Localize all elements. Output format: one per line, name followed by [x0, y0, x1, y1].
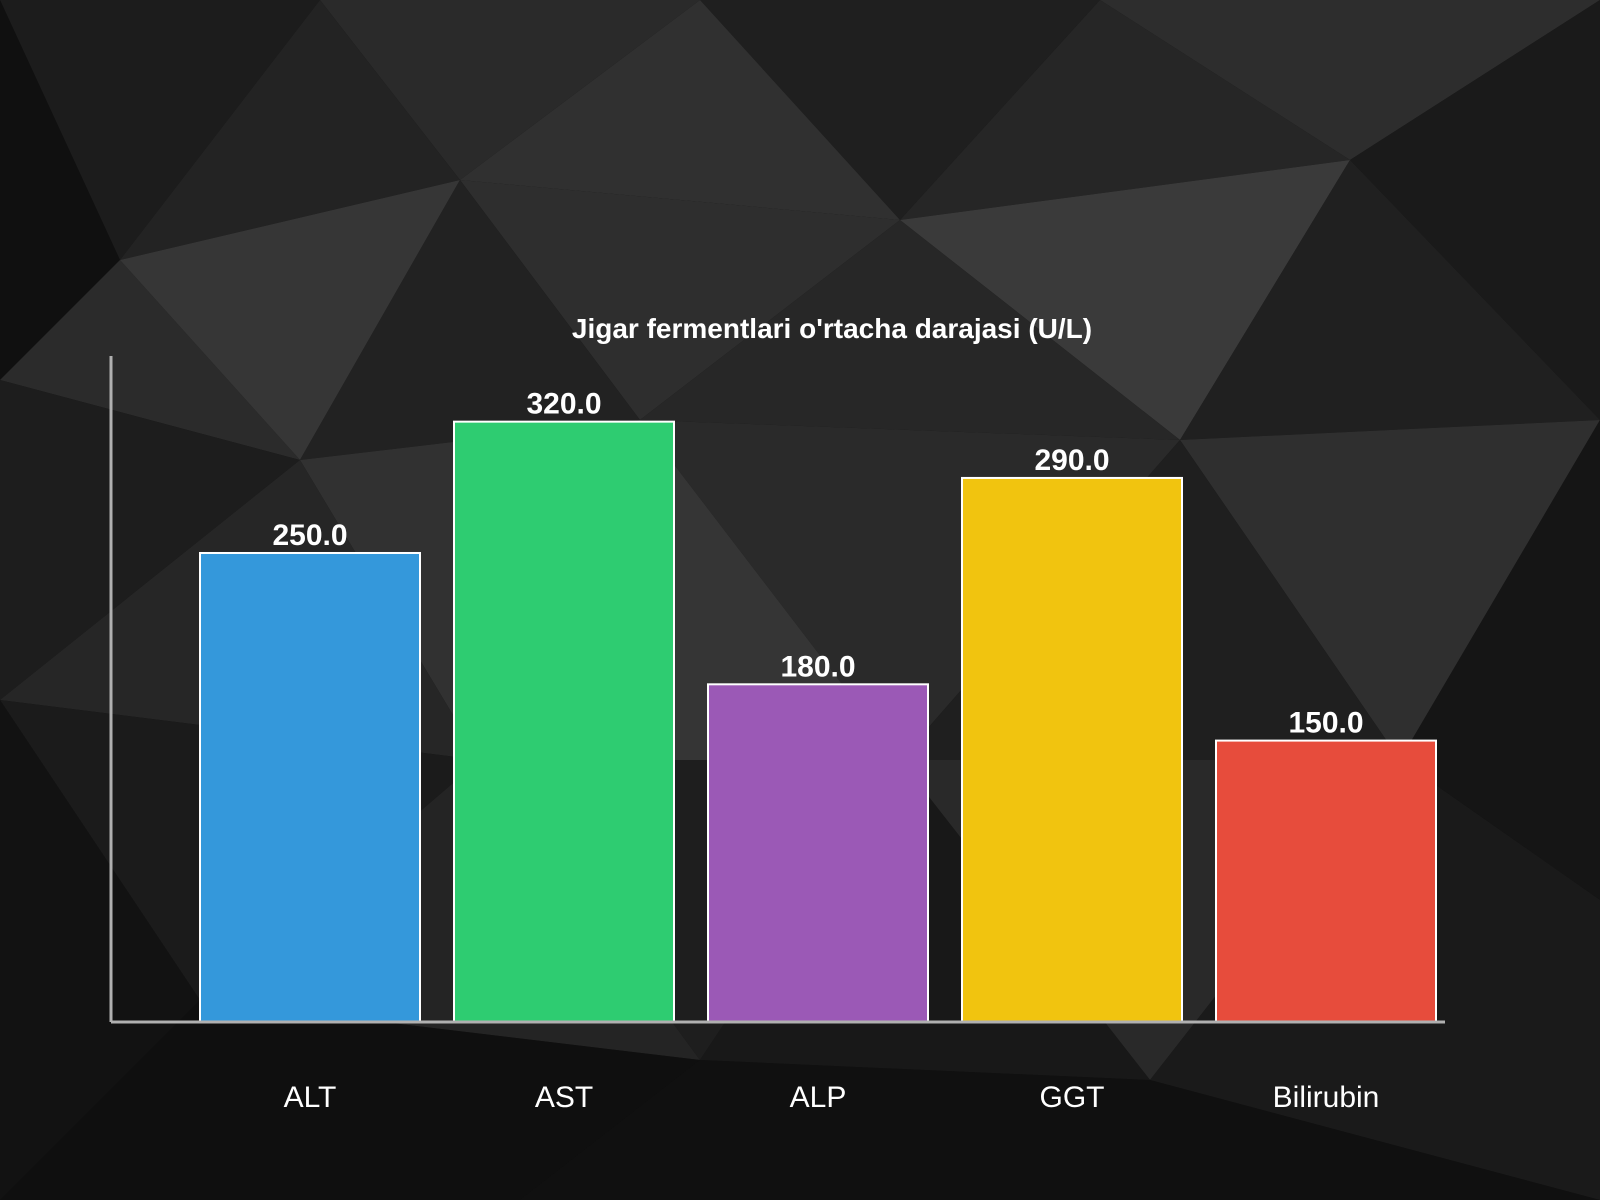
chart-title: Jigar fermentlari o'rtacha darajasi (U/L…: [572, 313, 1092, 344]
x-tick-label-alt: ALT: [284, 1081, 337, 1114]
x-tick-label-bilirubin: Bilirubin: [1273, 1081, 1380, 1114]
bar-ast: [453, 420, 675, 1023]
x-tick-labels-group: ALT AST ALP GGT Bilirubin: [284, 1081, 1380, 1114]
bar-bilirubin: [1215, 739, 1437, 1023]
bar-alp: [707, 683, 929, 1024]
value-label-ast: 320.0: [526, 388, 601, 421]
bar-ggt: [961, 476, 1183, 1023]
x-tick-label-alp: ALP: [790, 1081, 847, 1114]
value-label-bilirubin: 150.0: [1288, 707, 1363, 740]
value-label-alt: 250.0: [272, 519, 347, 552]
x-tick-label-ast: AST: [535, 1081, 593, 1114]
value-labels-group: 250.0 320.0 180.0 290.0 150.0: [272, 388, 1363, 740]
value-label-alp: 180.0: [780, 650, 855, 683]
value-label-ggt: 290.0: [1034, 444, 1109, 477]
bars-group: [199, 420, 1437, 1024]
bar-alt: [199, 551, 421, 1023]
x-tick-label-ggt: GGT: [1040, 1081, 1105, 1114]
